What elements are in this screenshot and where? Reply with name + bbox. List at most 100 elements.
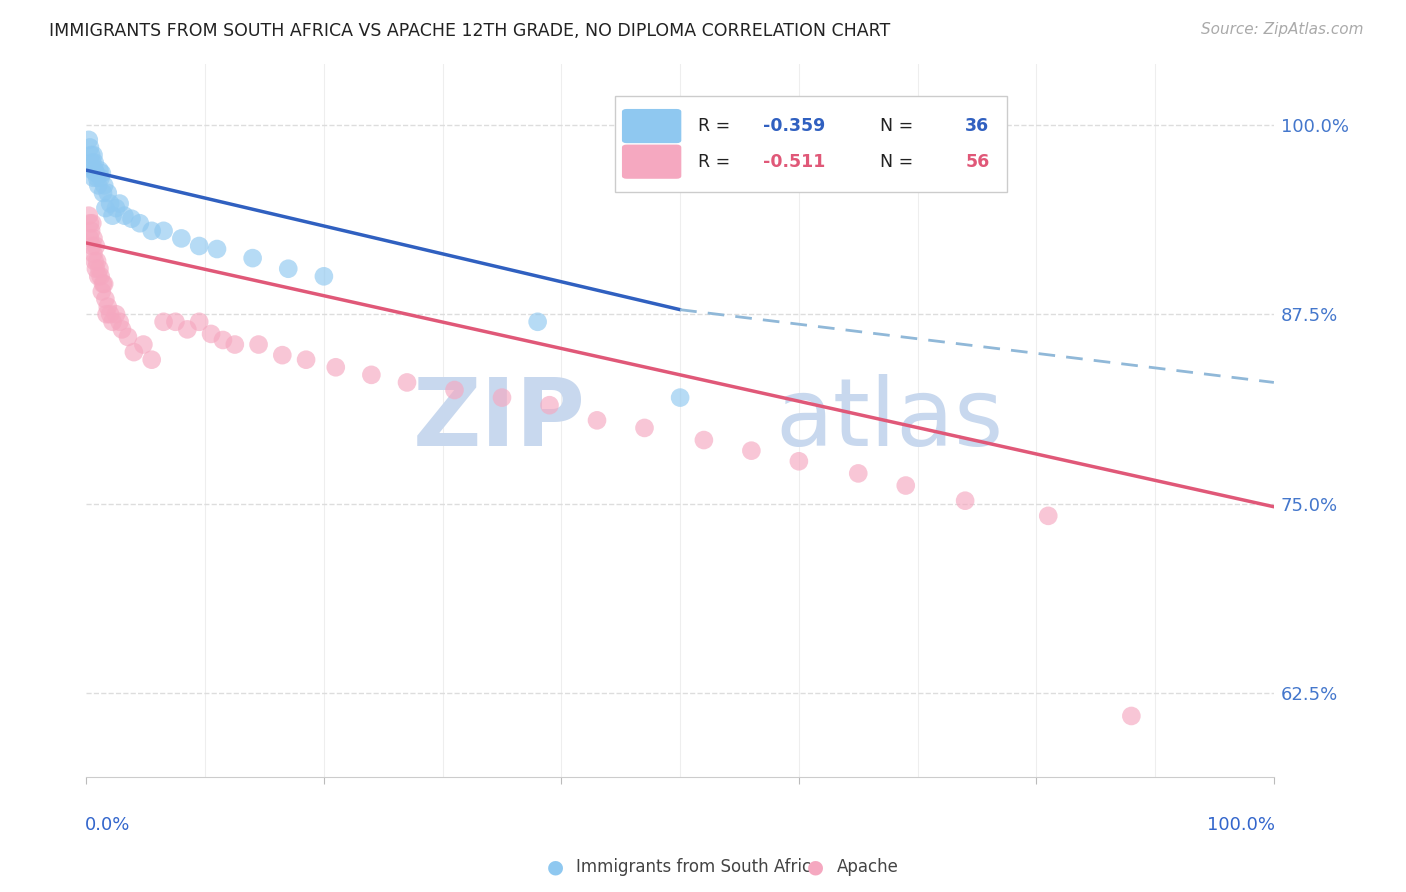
Point — [108, 196, 131, 211]
Point — [82, 216, 104, 230]
Point — [86, 254, 108, 268]
Point — [79, 140, 101, 154]
Point — [526, 315, 548, 329]
Point — [224, 337, 246, 351]
Text: R =: R = — [697, 153, 735, 170]
Point — [128, 216, 150, 230]
Text: -0.359: -0.359 — [763, 117, 825, 135]
Point — [117, 330, 139, 344]
Point — [152, 224, 174, 238]
Point — [669, 391, 692, 405]
Point — [90, 170, 112, 185]
Point — [86, 170, 108, 185]
Point — [84, 239, 107, 253]
Point — [953, 493, 976, 508]
Point — [80, 148, 103, 162]
Point — [247, 337, 270, 351]
Point — [93, 178, 115, 193]
Point — [188, 239, 211, 253]
Point — [84, 261, 107, 276]
Text: atlas: atlas — [775, 375, 1004, 467]
Point — [141, 352, 163, 367]
Point — [105, 307, 128, 321]
Point — [295, 352, 318, 367]
Point — [101, 315, 124, 329]
Point — [395, 376, 418, 390]
Point — [165, 315, 187, 329]
Point — [83, 163, 105, 178]
Point — [83, 254, 105, 268]
Point — [83, 246, 105, 260]
Point — [141, 224, 163, 238]
Point — [90, 269, 112, 284]
Point — [105, 201, 128, 215]
Point — [693, 433, 716, 447]
Point — [82, 163, 104, 178]
Text: IMMIGRANTS FROM SOUTH AFRICA VS APACHE 12TH GRADE, NO DIPLOMA CORRELATION CHART: IMMIGRANTS FROM SOUTH AFRICA VS APACHE 1… — [49, 22, 890, 40]
Point — [83, 148, 105, 162]
Point — [200, 326, 222, 341]
Text: Apache: Apache — [837, 858, 898, 876]
FancyBboxPatch shape — [614, 96, 1007, 193]
Point — [77, 209, 100, 223]
Point — [633, 421, 655, 435]
Point — [83, 155, 105, 169]
FancyBboxPatch shape — [621, 109, 682, 143]
FancyBboxPatch shape — [621, 145, 682, 178]
Point — [89, 261, 111, 276]
Point — [1038, 508, 1060, 523]
Point — [98, 196, 121, 211]
Point — [787, 454, 810, 468]
Point — [176, 322, 198, 336]
Text: 0.0%: 0.0% — [86, 816, 131, 834]
Point — [170, 231, 193, 245]
Text: Source: ZipAtlas.com: Source: ZipAtlas.com — [1201, 22, 1364, 37]
Text: -0.511: -0.511 — [763, 153, 825, 170]
Point — [90, 166, 112, 180]
Text: N =: N = — [858, 117, 920, 135]
Point — [152, 315, 174, 329]
Point — [443, 383, 465, 397]
Text: 56: 56 — [965, 153, 990, 170]
Point — [83, 231, 105, 245]
Point — [212, 333, 235, 347]
Point — [132, 337, 155, 351]
Point — [1121, 709, 1143, 723]
Point — [94, 201, 117, 215]
Point — [740, 443, 762, 458]
Text: N =: N = — [858, 153, 920, 170]
Point — [312, 269, 335, 284]
Point — [80, 224, 103, 238]
Point — [79, 231, 101, 245]
Point — [112, 209, 135, 223]
Point — [87, 178, 110, 193]
Point — [271, 348, 294, 362]
Point — [325, 360, 347, 375]
Point — [188, 315, 211, 329]
Point — [205, 242, 228, 256]
Point — [94, 292, 117, 306]
Point — [122, 345, 145, 359]
Point — [82, 239, 104, 253]
Point — [84, 166, 107, 180]
Text: R =: R = — [697, 117, 735, 135]
Text: 36: 36 — [965, 117, 990, 135]
Point — [93, 277, 115, 291]
Text: Immigrants from South Africa: Immigrants from South Africa — [576, 858, 821, 876]
Point — [91, 277, 114, 291]
Point — [90, 285, 112, 299]
Point — [121, 211, 143, 226]
Text: 100.0%: 100.0% — [1208, 816, 1275, 834]
Text: ●: ● — [807, 857, 824, 877]
Point — [96, 307, 118, 321]
Point — [846, 467, 869, 481]
Point — [101, 209, 124, 223]
Point — [586, 413, 609, 427]
Point — [98, 307, 121, 321]
Point — [491, 391, 513, 405]
Text: ●: ● — [547, 857, 564, 877]
Text: ZIP: ZIP — [412, 375, 585, 467]
Point — [97, 300, 120, 314]
Point — [360, 368, 382, 382]
Point — [108, 315, 131, 329]
